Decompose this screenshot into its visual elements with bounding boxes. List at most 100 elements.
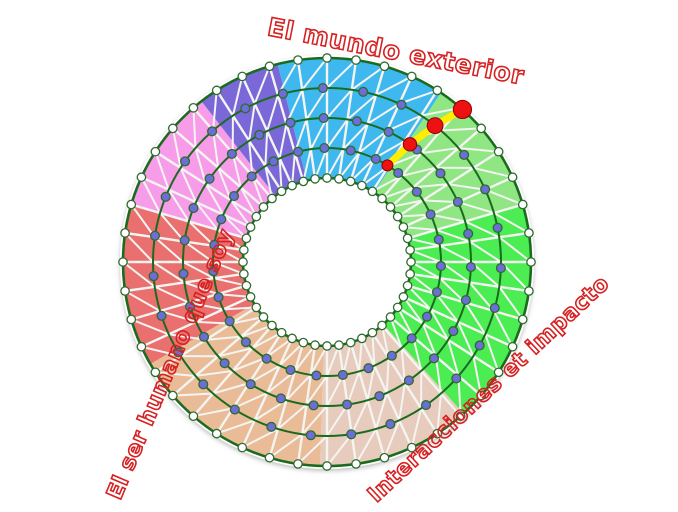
highlight-node-0[interactable] [381, 159, 394, 172]
spoke-line [285, 122, 297, 154]
highlight-node-2[interactable] [426, 117, 444, 135]
spoke-line [239, 186, 265, 209]
spoke-diagonal [212, 129, 220, 169]
spoke-diagonal [183, 281, 219, 296]
spoke-diagonal [154, 371, 197, 377]
spoke-diagonal [326, 433, 353, 467]
spoke-diagonal [402, 295, 424, 325]
spoke-diagonal [366, 102, 401, 125]
spoke-line [406, 228, 438, 240]
outer-node [385, 312, 396, 322]
spoke-diagonal [264, 130, 269, 168]
inner-node [266, 421, 277, 432]
spoke-line [380, 324, 403, 350]
outer-node [367, 327, 378, 338]
spoke-diagonal [248, 102, 256, 142]
spoke-diagonal [278, 122, 288, 160]
outer-node [322, 53, 332, 63]
outer-node [377, 320, 387, 331]
spoke-line [140, 333, 170, 348]
spoke-diagonal [420, 147, 460, 155]
outer-node [239, 269, 249, 279]
inner-node [337, 369, 348, 380]
spoke-line [212, 272, 246, 280]
spoke-line [371, 331, 390, 360]
outer-node [188, 102, 199, 113]
inner-node [179, 235, 190, 246]
outer-node [241, 280, 252, 291]
spoke-diagonal [217, 166, 233, 202]
spoke-diagonal [222, 213, 248, 240]
highlight-path[interactable] [383, 105, 466, 169]
outer-node [251, 211, 262, 222]
spoke-diagonal [438, 277, 467, 304]
spoke-line [389, 186, 415, 209]
spoke-line [439, 392, 462, 418]
spoke-line [419, 407, 439, 435]
outer-node [402, 280, 413, 291]
outer-node [267, 320, 277, 331]
inner-node [308, 400, 319, 411]
spoke-diagonal [159, 211, 186, 243]
outer-node [379, 452, 390, 463]
outer-node [150, 146, 161, 157]
spoke-line [429, 308, 460, 324]
spoke-diagonal [204, 335, 242, 341]
spoke-line [492, 203, 524, 215]
inner-node [318, 112, 329, 124]
inner-node [226, 148, 237, 159]
spoke-diagonal [293, 344, 317, 373]
outer-node [322, 461, 332, 471]
spoke-line [498, 231, 531, 239]
spoke-diagonal [484, 333, 500, 374]
spoke-diagonal [122, 261, 156, 288]
spoke-diagonal [231, 356, 267, 372]
outer-node [126, 314, 137, 325]
inner-node [213, 292, 224, 303]
outer-node [258, 312, 269, 322]
spoke-diagonal [468, 240, 502, 263]
spoke-diagonal [251, 174, 265, 208]
spoke-diagonal [350, 65, 386, 91]
spoke-diagonal [212, 382, 251, 395]
spoke-diagonal [213, 277, 248, 287]
spoke-diagonal [216, 293, 252, 298]
spoke-line [408, 244, 442, 252]
outer-node [517, 199, 528, 210]
spoke-line [403, 381, 423, 410]
spoke-diagonal [389, 316, 403, 350]
spoke-diagonal [381, 324, 390, 359]
spoke-diagonal [385, 356, 390, 394]
outer-node [406, 442, 417, 453]
spoke-diagonal [400, 166, 437, 177]
spoke-diagonal [346, 94, 378, 121]
inner-node [178, 268, 189, 279]
inner-node [198, 331, 210, 342]
inner-node [275, 393, 286, 404]
inner-node [261, 353, 272, 364]
spoke-line [301, 88, 308, 121]
highlight-path-line[interactable] [383, 105, 466, 169]
highlight-node-layer[interactable] [381, 99, 473, 172]
inner-node [433, 234, 444, 245]
spoke-diagonal [241, 427, 279, 449]
inner-node [198, 379, 209, 390]
outer-node [524, 286, 534, 296]
spoke-diagonal [124, 290, 162, 313]
spoke-diagonal [396, 213, 432, 218]
outer-node [267, 193, 277, 204]
spoke-line [434, 146, 460, 169]
spoke-line [229, 306, 258, 325]
highlight-node-1[interactable] [402, 137, 418, 152]
inner-node [463, 228, 474, 239]
outer-node [264, 61, 275, 72]
inner-node [317, 82, 329, 94]
spoke-line [492, 309, 524, 321]
spoke-diagonal [400, 347, 406, 385]
spoke-diagonal [402, 226, 438, 231]
spoke-diagonal [342, 341, 352, 376]
inner-node [480, 184, 491, 195]
highlight-node-3[interactable] [452, 99, 473, 120]
spoke-diagonal [438, 244, 472, 263]
sector-magenta-sector [130, 101, 327, 262]
